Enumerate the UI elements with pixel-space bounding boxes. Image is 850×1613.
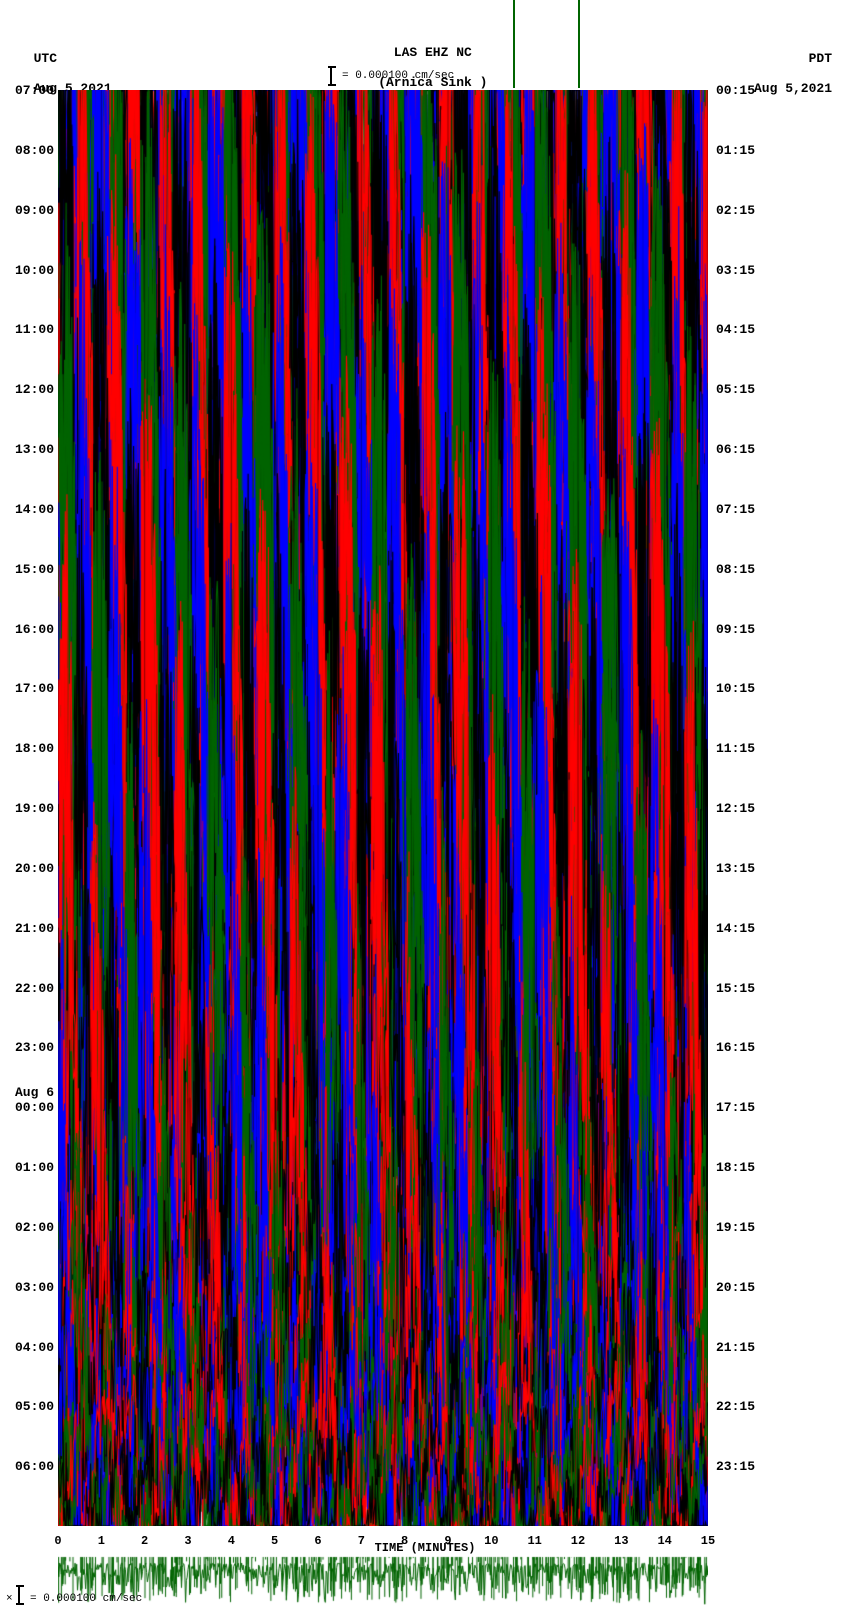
time-label-utc: 21:00 [15,921,54,936]
date-right: Aug 5,2021 [754,81,832,96]
time-label-utc: 10:00 [15,263,54,278]
time-label-pdt: 21:15 [716,1340,755,1355]
time-label-pdt: 11:15 [716,741,755,756]
x-tick-label: 1 [98,1534,105,1548]
event-marker-line [513,0,515,88]
time-label-pdt: 16:15 [716,1040,755,1055]
time-label-pdt: 08:15 [716,562,755,577]
scale-bar-icon [330,67,334,85]
x-tick-label: 6 [314,1534,321,1548]
tz-left: UTC [34,51,57,66]
footer-scale-bar-icon [18,1586,22,1604]
day-switch-label: Aug 6 [15,1085,54,1100]
time-label-utc: 22:00 [15,981,54,996]
time-label-pdt: 00:15 [716,83,755,98]
time-label-utc: 23:00 [15,1040,54,1055]
time-label-utc: 02:00 [15,1220,54,1235]
time-label-pdt: 09:15 [716,622,755,637]
x-axis-title: TIME (MINUTES) [375,1541,476,1555]
time-label-pdt: 07:15 [716,502,755,517]
x-tick-label: 3 [184,1534,191,1548]
time-label-pdt: 04:15 [716,322,755,337]
time-label-pdt: 14:15 [716,921,755,936]
time-label-pdt: 12:15 [716,801,755,816]
x-tick-label: 4 [228,1534,235,1548]
x-tick-label: 10 [484,1534,498,1548]
footer-scale-text: = 0.000100 cm/sec [30,1593,142,1605]
time-label-pdt: 18:15 [716,1160,755,1175]
footer-scale-prefix: × [6,1593,13,1605]
time-label-utc: 06:00 [15,1459,54,1474]
time-label-utc: 09:00 [15,203,54,218]
time-label-pdt: 13:15 [716,861,755,876]
time-label-utc: 03:00 [15,1280,54,1295]
time-label-pdt: 23:15 [716,1459,755,1474]
time-label-pdt: 03:15 [716,263,755,278]
x-tick-label: 7 [358,1534,365,1548]
time-label-utc: 00:00 [15,1100,54,1115]
time-label-utc: 20:00 [15,861,54,876]
x-tick-label: 13 [614,1534,628,1548]
time-label-pdt: 22:15 [716,1399,755,1414]
time-label-utc: 13:00 [15,442,54,457]
x-tick-label: 12 [571,1534,585,1548]
x-tick-label: 0 [54,1534,61,1548]
time-label-utc: 04:00 [15,1340,54,1355]
x-tick-label: 11 [527,1534,541,1548]
scale-text: = 0.000100 cm/sec [342,70,454,82]
time-label-utc: 05:00 [15,1399,54,1414]
time-label-utc: 15:00 [15,562,54,577]
x-tick-label: 5 [271,1534,278,1548]
x-tick-label: 2 [141,1534,148,1548]
time-label-utc: 01:00 [15,1160,54,1175]
x-tick-label: 14 [657,1534,671,1548]
time-label-pdt: 20:15 [716,1280,755,1295]
tz-right: PDT [809,51,832,66]
time-label-utc: 14:00 [15,502,54,517]
time-label-utc: 07:00 [15,83,54,98]
time-label-pdt: 05:15 [716,382,755,397]
time-label-pdt: 10:15 [716,681,755,696]
time-label-utc: 08:00 [15,143,54,158]
time-label-utc: 12:00 [15,382,54,397]
x-tick-label: 15 [701,1534,715,1548]
helicorder-canvas [58,90,708,1526]
time-label-utc: 18:00 [15,741,54,756]
helicorder-plot [58,90,708,1526]
station-code: LAS EHZ NC [394,45,472,60]
time-label-pdt: 17:15 [716,1100,755,1115]
time-label-pdt: 06:15 [716,442,755,457]
bottom-overflow-trace [58,1555,708,1605]
time-label-pdt: 15:15 [716,981,755,996]
time-label-utc: 17:00 [15,681,54,696]
time-label-utc: 11:00 [15,322,54,337]
time-label-pdt: 02:15 [716,203,755,218]
time-label-utc: 19:00 [15,801,54,816]
time-label-utc: 16:00 [15,622,54,637]
time-label-pdt: 01:15 [716,143,755,158]
event-marker-line [578,0,580,88]
time-label-pdt: 19:15 [716,1220,755,1235]
